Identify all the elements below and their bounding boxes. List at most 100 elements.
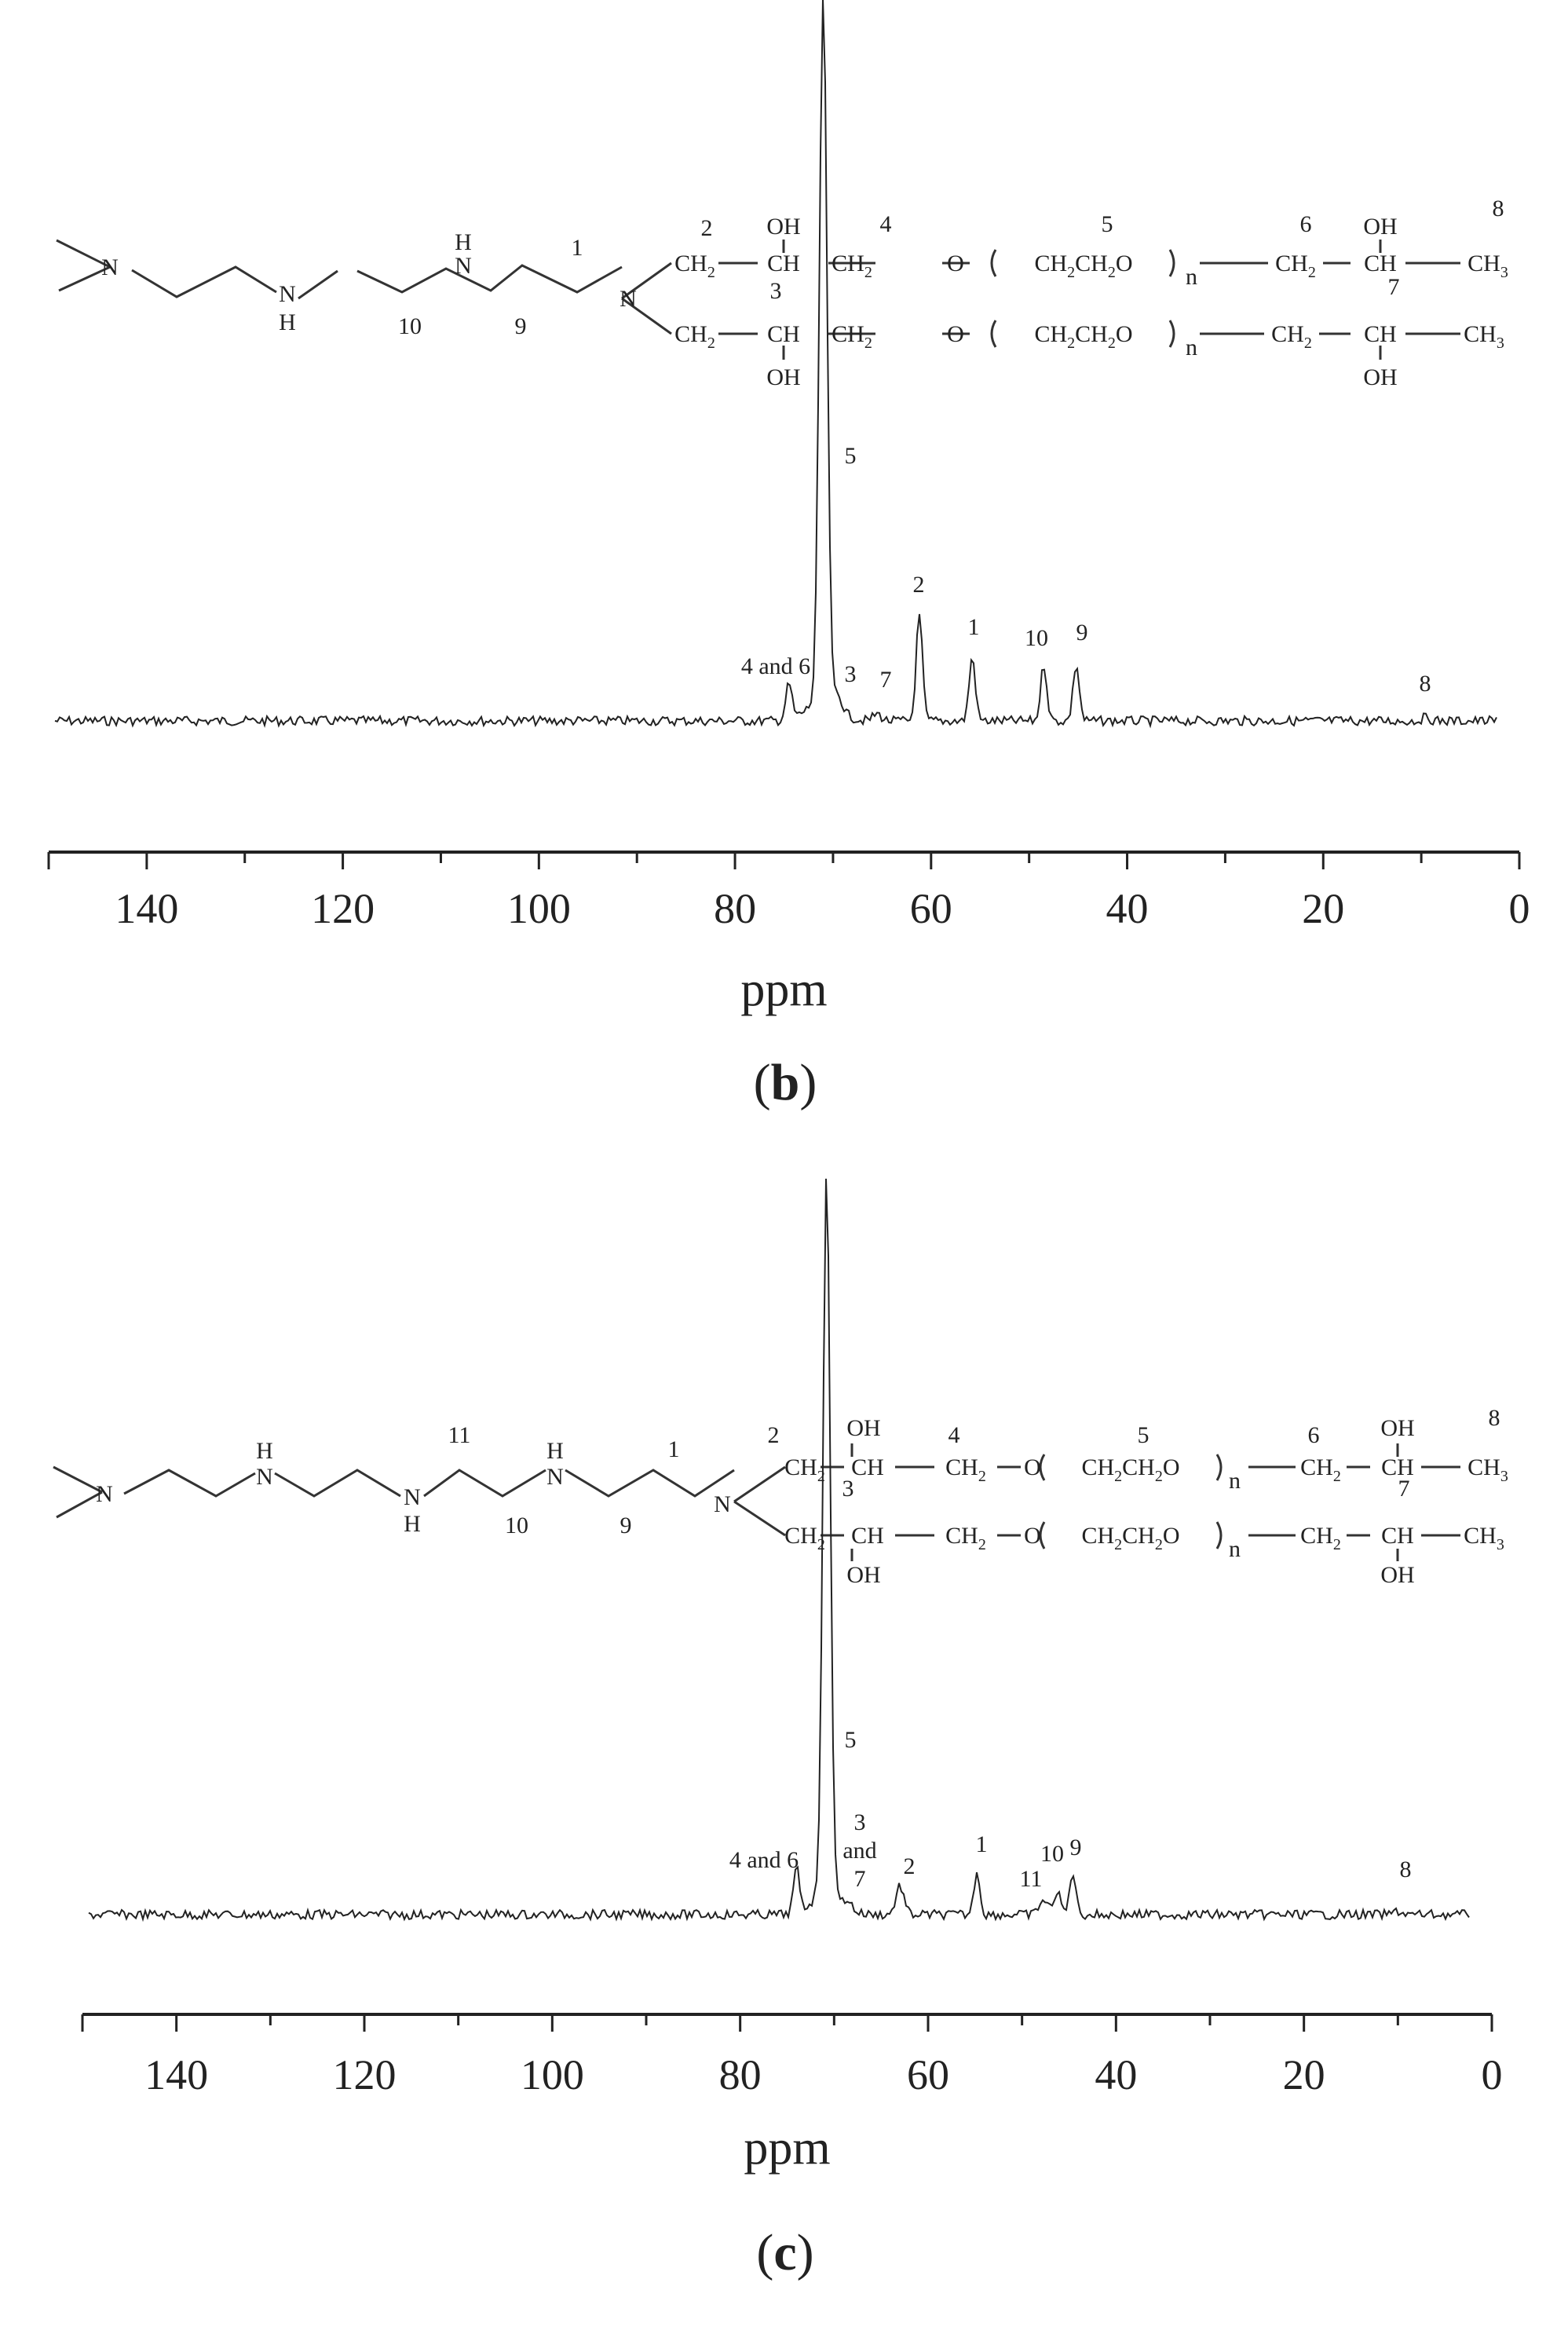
peak-label: 9 <box>1070 1835 1082 1860</box>
n-index: n <box>1186 264 1197 290</box>
x-tick-label: 120 <box>311 885 375 932</box>
oh-label: OH <box>766 214 800 240</box>
peg-unit: CH2CH2O <box>1081 1454 1179 1485</box>
position-label: 6 <box>1300 211 1312 237</box>
n-label: N <box>404 1484 421 1510</box>
position-label: 9 <box>515 313 527 339</box>
x-tick-label: 0 <box>1482 2051 1503 2098</box>
x-tick-label: 80 <box>719 2051 762 2098</box>
position-label: 8 <box>1489 1405 1500 1431</box>
o-label: O <box>947 251 964 276</box>
peak-label: 7 <box>880 667 892 693</box>
position-label: 7 <box>1398 1476 1410 1502</box>
position-label: 2 <box>701 215 713 241</box>
ch2-label: CH2 <box>1300 1454 1341 1485</box>
n-label: N <box>96 1481 113 1507</box>
ch3-label: CH3 <box>1464 321 1504 352</box>
peak-label: 8 <box>1420 671 1431 697</box>
ch3-label: CH3 <box>1467 251 1508 281</box>
peak-label: 8 <box>1400 1857 1412 1882</box>
position-label: 7 <box>1388 274 1400 300</box>
ch2-label: CH2 <box>784 1523 825 1553</box>
x-tick-label: 140 <box>144 2051 208 2098</box>
ch3-label: CH3 <box>1467 1454 1508 1485</box>
n-label: N <box>620 286 637 312</box>
peak-label: 4 and 6 <box>729 1847 799 1873</box>
position-label: 5 <box>1138 1422 1150 1448</box>
x-tick-label: 40 <box>1106 885 1149 932</box>
h-label: H <box>546 1438 564 1464</box>
branch-bonds <box>733 1443 1460 1561</box>
n-label: N <box>714 1491 731 1517</box>
peak-label: 10 <box>1040 1841 1064 1867</box>
x-tick-label: 140 <box>115 885 178 932</box>
position-label: 5 <box>1102 211 1113 237</box>
o-label: O <box>947 321 964 347</box>
ch-label: CH <box>767 251 800 276</box>
peak-label: and <box>842 1838 876 1864</box>
ch2-label: CH2 <box>674 321 715 352</box>
ch2-label: CH2 <box>674 251 715 281</box>
ch2-label: CH2 <box>832 321 872 352</box>
peak-label: 9 <box>1076 620 1088 646</box>
peak-label: 7 <box>854 1866 866 1892</box>
peak-label: 5 <box>845 1727 857 1753</box>
x-tick-label: 100 <box>507 885 571 932</box>
n-label: N <box>455 253 472 279</box>
ch-label: CH <box>1381 1454 1414 1480</box>
x-tick-label: 20 <box>1283 2051 1325 2098</box>
position-label: 1 <box>668 1436 680 1462</box>
peak-label: 11 <box>1020 1866 1043 1892</box>
x-axis-label: ppm <box>744 2121 830 2175</box>
ch-label: CH <box>851 1454 884 1480</box>
position-label: 4 <box>948 1422 960 1448</box>
x-tick-label: 100 <box>521 2051 584 2098</box>
oh-label: OH <box>1380 1415 1414 1441</box>
o-label: O <box>1024 1454 1041 1480</box>
spectrum-line <box>88 1178 1470 1922</box>
n-label: N <box>546 1464 564 1490</box>
x-axis-label: ppm <box>740 963 827 1016</box>
position-label: 8 <box>1493 196 1504 221</box>
position-label: 9 <box>620 1513 632 1538</box>
h-label: H <box>256 1438 273 1464</box>
oh-label: OH <box>846 1415 880 1441</box>
peak-label: 1 <box>968 614 980 640</box>
peak-label: 2 <box>904 1853 916 1879</box>
peg-parens <box>1039 1454 1223 1549</box>
oh-label: OH <box>1380 1562 1414 1588</box>
x-tick-label: 120 <box>333 2051 397 2098</box>
peak-label: 3 <box>845 661 857 687</box>
position-label: 10 <box>505 1513 528 1538</box>
ch2-label: CH2 <box>945 1523 986 1553</box>
h-label: H <box>404 1511 421 1537</box>
n-label: N <box>256 1464 273 1490</box>
peak-label: 10 <box>1025 625 1048 651</box>
peg-unit: CH2CH2O <box>1034 251 1132 281</box>
n-index: n <box>1229 1468 1241 1494</box>
n-index: n <box>1186 335 1197 360</box>
peak-label: 3 <box>854 1809 866 1835</box>
n-index: n <box>1229 1536 1241 1562</box>
ch2-label: CH2 <box>1300 1523 1341 1553</box>
position-label: 2 <box>768 1422 780 1448</box>
position-label: 3 <box>842 1476 854 1502</box>
oh-label: OH <box>1363 214 1397 240</box>
ch2-label: CH2 <box>945 1454 986 1485</box>
position-label: 6 <box>1308 1422 1320 1448</box>
o-label: O <box>1024 1523 1041 1549</box>
peg-unit: CH2CH2O <box>1081 1523 1179 1553</box>
ch3-label: CH3 <box>1464 1523 1504 1553</box>
position-label: 3 <box>770 278 782 304</box>
ch-label: CH <box>1381 1523 1414 1549</box>
chemical-structure: N N H N H N H N 11 10 9 1 CH2 CH2 CH CH … <box>53 1405 1508 1588</box>
ch2-label: CH2 <box>832 251 872 281</box>
n-label: N <box>279 281 296 307</box>
peg-parens <box>990 249 1175 348</box>
position-label: 4 <box>880 211 892 237</box>
panel-c: N N H N H N H N 11 10 9 1 CH2 CH2 CH CH … <box>53 1178 1508 2281</box>
chemical-structure: N N H N H N 10 9 1 CH2 CH2 CH CH OH OH C… <box>56 196 1508 390</box>
amine-chain-bonds <box>56 239 623 300</box>
position-label: 1 <box>572 235 583 261</box>
